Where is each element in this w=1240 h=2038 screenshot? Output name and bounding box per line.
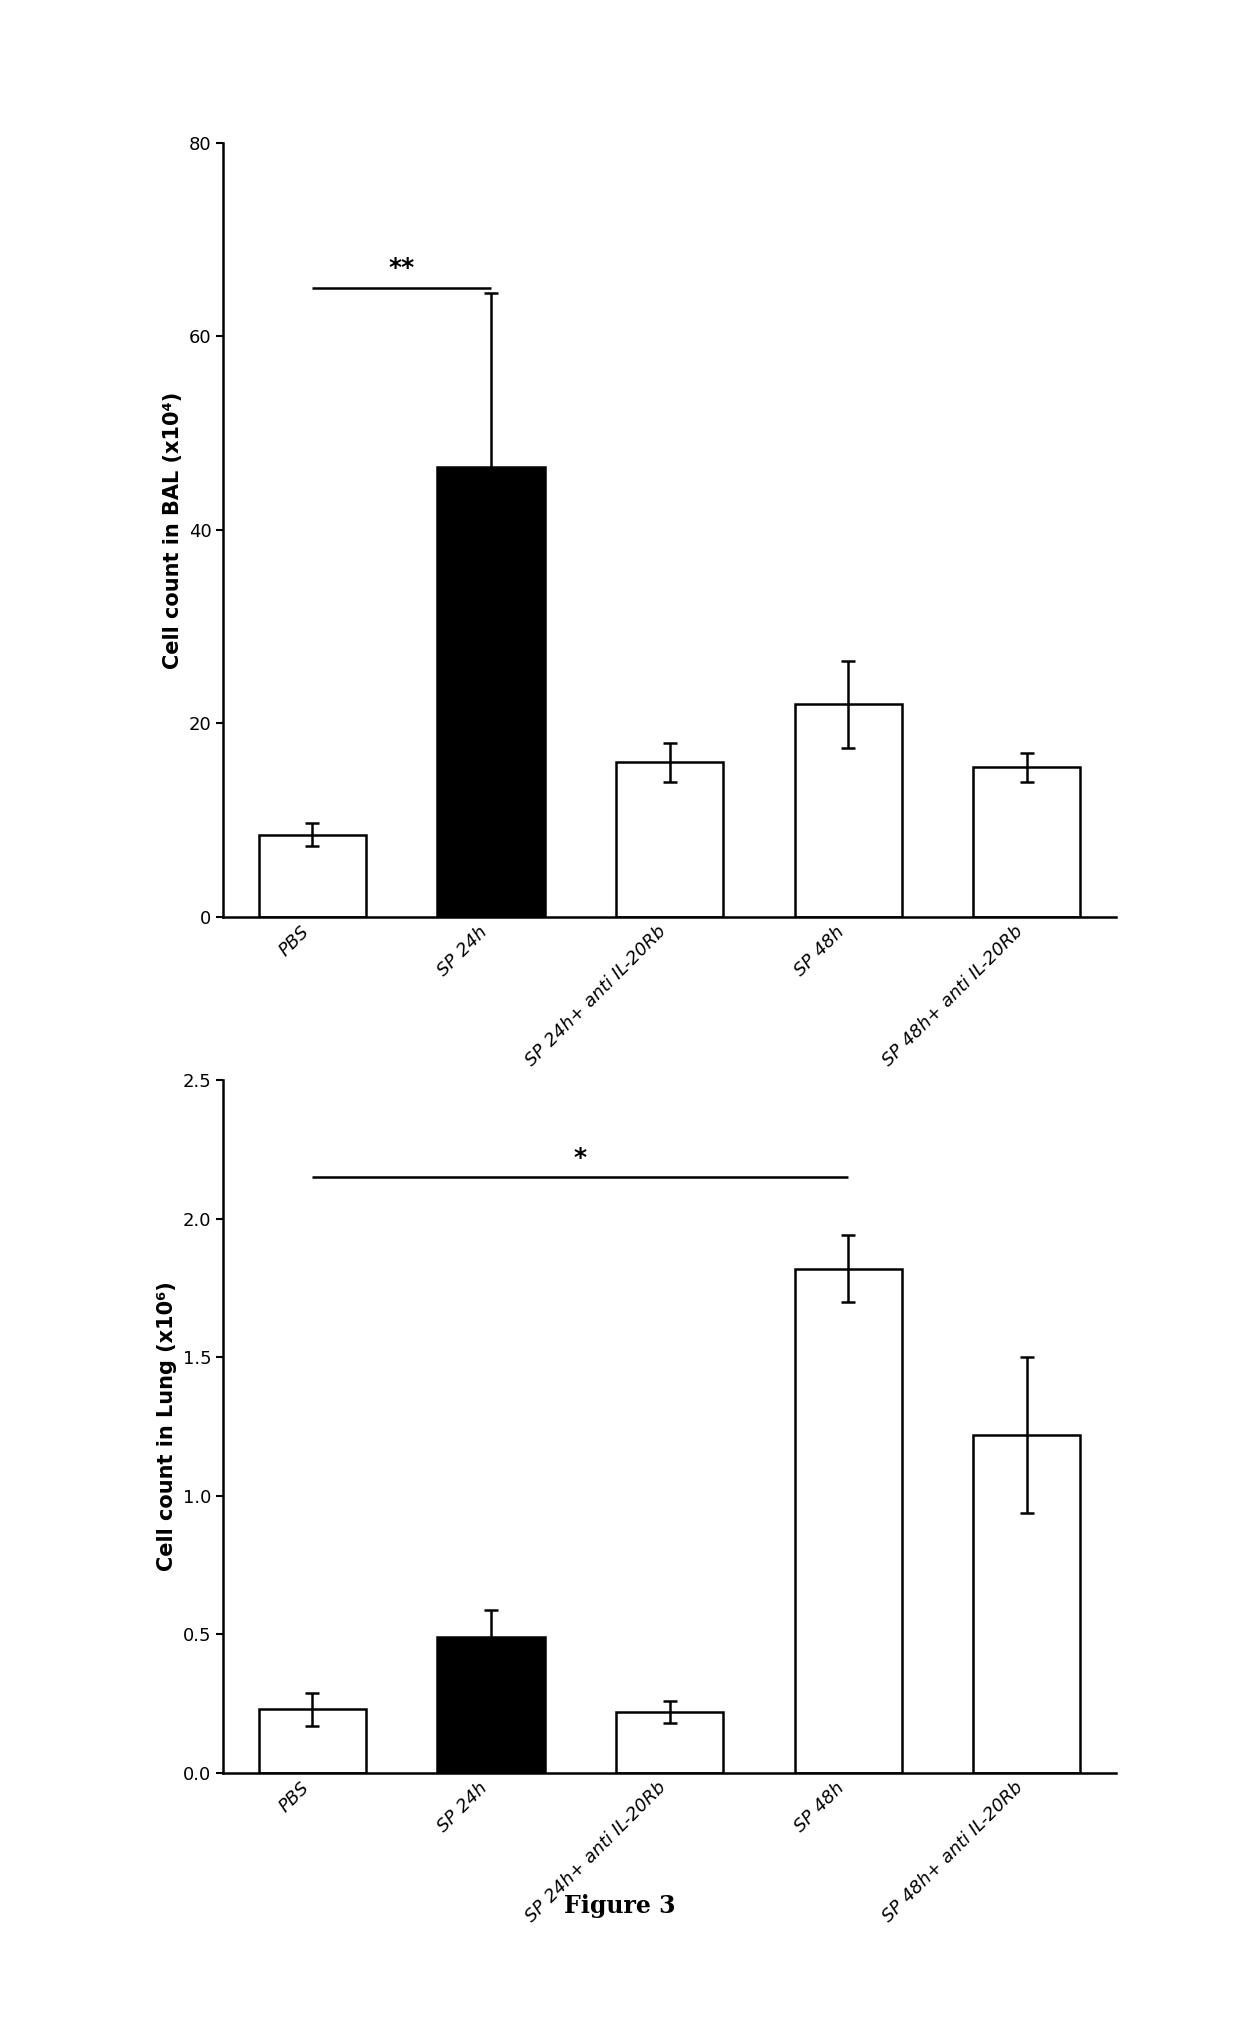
Bar <box>438 467 544 917</box>
Bar <box>259 1710 366 1773</box>
Text: Figure 3: Figure 3 <box>564 1893 676 1918</box>
Bar <box>438 1637 544 1773</box>
Bar <box>616 762 723 917</box>
Bar <box>259 836 366 917</box>
Bar <box>973 1435 1080 1773</box>
Bar <box>795 705 901 917</box>
Text: **: ** <box>388 257 415 279</box>
Bar <box>795 1268 901 1773</box>
Bar <box>973 766 1080 917</box>
Y-axis label: Cell count in Lung (x10⁶): Cell count in Lung (x10⁶) <box>157 1282 177 1571</box>
Bar <box>616 1712 723 1773</box>
Y-axis label: Cell count in BAL (x10⁴): Cell count in BAL (x10⁴) <box>164 391 184 668</box>
Text: *: * <box>574 1145 587 1170</box>
